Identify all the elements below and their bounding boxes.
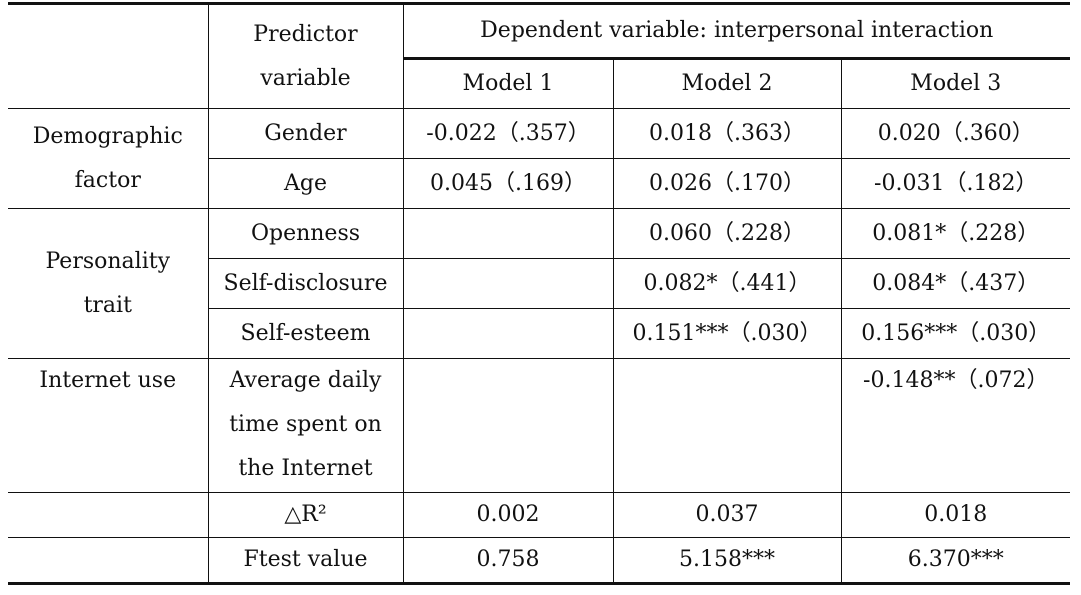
row-delta-r2-model3: 0.018	[840, 492, 1070, 538]
row-internet-time-model1	[402, 358, 613, 493]
group-personality-line1: Personality	[45, 248, 170, 274]
header-model-2: Model 2	[612, 58, 841, 109]
group-personality-line2: trait	[83, 292, 132, 318]
row-self-disclosure-model3: 0.084*（.437）	[840, 258, 1070, 309]
row-delta-r2-label: △R²	[207, 492, 403, 538]
row-delta-r2-model2: 0.037	[612, 492, 841, 538]
header-dependent-variable: Dependent variable: interpersonal intera…	[402, 2, 1070, 60]
row-self-esteem-model2: 0.151***（.030）	[612, 308, 841, 359]
header-model-1: Model 1	[402, 58, 613, 109]
row-ftest-label: Ftest value	[207, 537, 403, 585]
group-demographic: Demographic factor	[8, 108, 208, 209]
row-gender-model3: 0.020（.360）	[840, 108, 1070, 159]
row-self-disclosure-model2: 0.082*（.441）	[612, 258, 841, 309]
row-internet-time-model3: -0.148**（.072）	[840, 358, 1070, 493]
row-openness-model3: 0.081*（.228）	[840, 208, 1070, 259]
row-internet-time-label-line1: Average daily	[229, 368, 382, 393]
row-self-esteem-model3: 0.156***（.030）	[840, 308, 1070, 359]
row-internet-time-label: Average daily time spent on the Internet	[207, 358, 403, 493]
row-internet-time-label-line3: the Internet	[238, 456, 373, 481]
header-predictor-cell: Predictor variable	[207, 2, 403, 109]
row-internet-time-model2	[612, 358, 841, 493]
group-demographic-line2: factor	[74, 167, 141, 193]
row-age-model3: -0.031（.182）	[840, 158, 1070, 209]
row-self-esteem-model1	[402, 308, 613, 359]
group-personality: Personality trait	[8, 208, 208, 359]
row-openness-label: Openness	[207, 208, 403, 259]
row-self-disclosure-model1	[402, 258, 613, 309]
row-age-label: Age	[207, 158, 403, 209]
row-openness-model2: 0.060（.228）	[612, 208, 841, 259]
row-age-model1: 0.045（.169）	[402, 158, 613, 209]
row-gender-model2: 0.018（.363）	[612, 108, 841, 159]
row-self-disclosure-label: Self-disclosure	[207, 258, 403, 309]
row-openness-model1	[402, 208, 613, 259]
row-delta-r2-model1: 0.002	[402, 492, 613, 538]
header-model-3: Model 3	[840, 58, 1070, 109]
header-blank-cell	[8, 2, 208, 109]
group-demographic-line1: Demographic	[32, 123, 183, 149]
row-self-esteem-label: Self-esteem	[207, 308, 403, 359]
group-internet-use: Internet use	[8, 358, 208, 493]
regression-table: Predictor variable Dependent variable: i…	[8, 2, 1070, 585]
row-internet-time-label-line2: time spent on	[229, 412, 382, 437]
row-gender-label: Gender	[207, 108, 403, 159]
row-ftest-group	[8, 537, 208, 585]
row-ftest-model2: 5.158***	[612, 537, 841, 585]
row-ftest-model3: 6.370***	[840, 537, 1070, 585]
row-delta-r2-group	[8, 492, 208, 538]
row-ftest-model1: 0.758	[402, 537, 613, 585]
row-gender-model1: -0.022（.357）	[402, 108, 613, 159]
header-predictor-line1: Predictor	[253, 21, 358, 47]
header-predictor-line2: variable	[260, 65, 351, 91]
row-age-model2: 0.026（.170）	[612, 158, 841, 209]
